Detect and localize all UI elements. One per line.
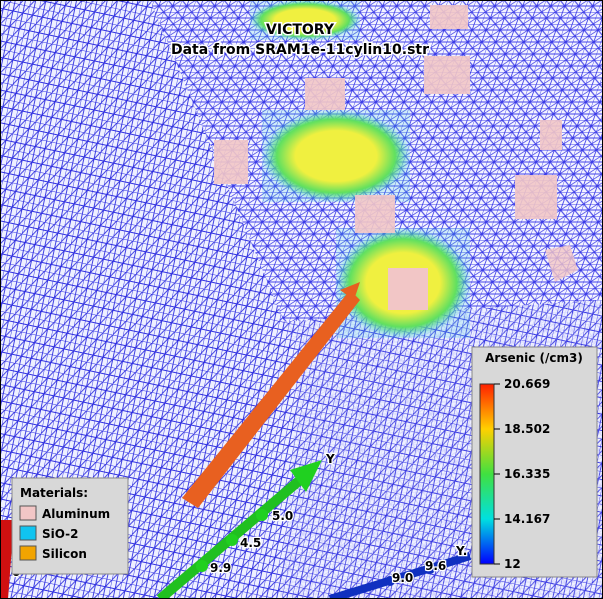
legend-label: Aluminum bbox=[42, 507, 110, 521]
colorbar-label: 20.669 bbox=[504, 377, 550, 391]
legend-label: SiO-2 bbox=[42, 527, 79, 541]
colorbar-gradient bbox=[480, 384, 494, 564]
colorbar: Arsenic (/cm3) 20.669 18.502 16.335 14.167 1… bbox=[472, 347, 597, 577]
axis-label: Y bbox=[325, 452, 335, 466]
colorbar-label: 18.502 bbox=[504, 422, 550, 436]
legend-label: Silicon bbox=[42, 547, 87, 561]
screenshot: VICTORY Data from SRAM1e-11cylin10.str Y… bbox=[0, 0, 603, 599]
legend-swatch bbox=[20, 526, 36, 540]
visualization: VICTORY Data from SRAM1e-11cylin10.str Y… bbox=[0, 0, 603, 599]
axis-tick: 5.0 bbox=[272, 509, 293, 523]
legend-swatch bbox=[20, 546, 36, 560]
colorbar-label: 16.335 bbox=[504, 467, 550, 481]
axis-tick: 9.0 bbox=[392, 571, 413, 585]
axis-tick: 4.5 bbox=[240, 536, 261, 550]
colorbar-label: 12 bbox=[504, 557, 521, 571]
legend-swatch bbox=[20, 506, 36, 520]
materials-legend: Materials: Aluminum SiO-2 Silicon bbox=[12, 478, 128, 574]
axis-tick: Y. bbox=[455, 544, 467, 558]
colorbar-label: 14.167 bbox=[504, 512, 550, 526]
colorbar-title: Arsenic (/cm3) bbox=[485, 351, 583, 365]
title: VICTORY bbox=[266, 22, 335, 38]
legend-title: Materials: bbox=[20, 486, 88, 500]
axis-tick: 9.6 bbox=[425, 559, 446, 573]
axis-tick: 9.9 bbox=[210, 561, 231, 575]
subtitle: Data from SRAM1e-11cylin10.str bbox=[171, 42, 429, 58]
